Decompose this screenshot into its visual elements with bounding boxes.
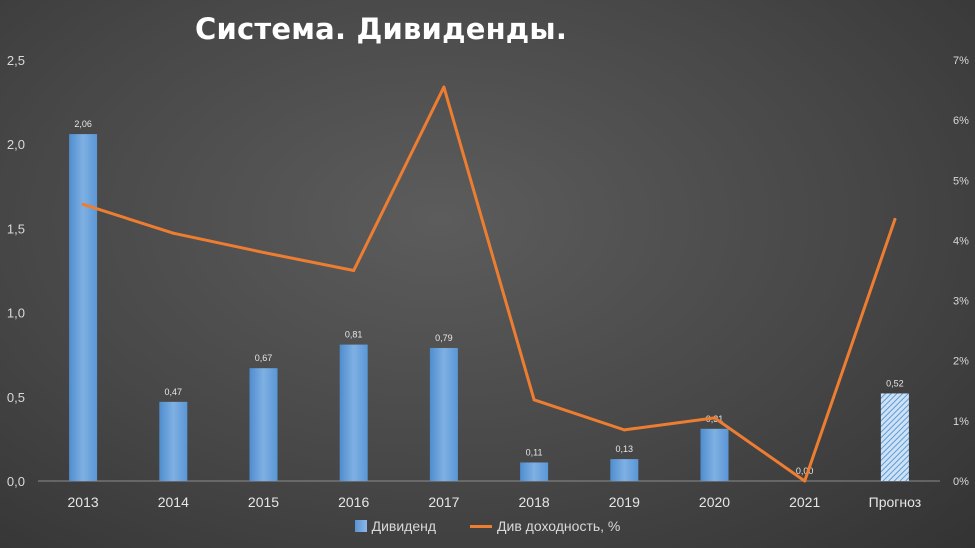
x-tick-label: 2019 [609,494,640,510]
left-tick-label: 1,5 [7,221,25,236]
left-tick-label: 0,0 [7,474,25,489]
legend: Дивиденд Див доходность, % [0,518,975,534]
bar [520,462,549,481]
left-axis: 0,0 0,5 1,0 1,5 2,0 2,5 [7,53,25,489]
right-tick-label: 2% [953,356,969,368]
right-tick-label: 3% [953,296,969,308]
legend-label-dividend: Дивиденд [371,518,437,534]
yield-point [893,217,897,221]
x-tick-label: 2018 [519,494,550,510]
right-tick-label: 6% [953,115,969,127]
bar [700,428,729,481]
right-tick-label: 0% [953,476,969,488]
right-axis: 0% 1% 2% 3% 4% 5% 6% 7% [953,55,969,488]
yield-point [171,231,175,235]
legend-label-yield: Див доходность, % [497,518,621,534]
x-tick-label: 2016 [338,494,369,510]
legend-swatch-line [470,524,493,528]
x-tick-label: Прогноз [869,494,922,510]
x-tick-label: 2015 [248,494,279,510]
bar-value-label: 2,06 [74,119,92,129]
right-tick-label: 7% [953,55,969,67]
bar [429,347,458,481]
x-tick-label: 2021 [789,494,820,510]
bar [69,134,98,481]
bar [880,393,909,481]
bar-value-label: 0,11 [526,447,543,457]
bar [249,368,278,481]
legend-swatch-bar [354,520,367,532]
yield-point [713,416,716,420]
bar-value-label: 0,00 [796,466,814,476]
bar [610,459,639,481]
left-tick-label: 0,5 [7,390,25,405]
x-axis: 2013 2014 2015 2016 2017 2018 2019 2020 2021 Прог… [38,480,940,510]
x-tick-label: 2017 [428,494,459,510]
x-tick-label: 2014 [158,494,189,510]
bar-value-label: 0,81 [345,330,363,340]
yield-line [81,85,897,483]
left-tick-label: 2,5 [7,53,25,68]
right-tick-label: 4% [953,235,969,247]
bar-value-label: 0,47 [165,387,183,397]
left-tick-label: 2,0 [7,137,25,152]
bar-value-label: 0,52 [886,378,904,388]
right-tick-label: 5% [953,175,969,187]
yield-point [262,250,265,254]
yield-point [442,85,446,89]
legend-item-dividend: Дивиденд [354,518,437,534]
bar-value-label: 0,79 [435,333,453,343]
bar-value-label: 0,13 [616,444,634,454]
yield-point [81,202,85,206]
bar [339,344,368,481]
yield-point [532,398,536,402]
bar [159,401,188,481]
x-tick-label: 2013 [68,494,99,510]
x-tick-label: 2020 [699,494,730,510]
right-tick-label: 1% [953,416,969,428]
bar-series [69,134,909,481]
line-series [81,85,897,483]
yield-point [803,479,807,483]
bar-labels: 2,060,470,670,810,790,110,130,310,000,52 [74,119,903,476]
yield-point [622,428,626,432]
yield-point [352,269,356,272]
legend-item-yield: Див доходность, % [470,518,620,534]
left-tick-label: 1,0 [7,306,25,321]
bar-value-label: 0,67 [255,353,273,363]
chart-title: Система. Дивиденды. [195,12,568,46]
